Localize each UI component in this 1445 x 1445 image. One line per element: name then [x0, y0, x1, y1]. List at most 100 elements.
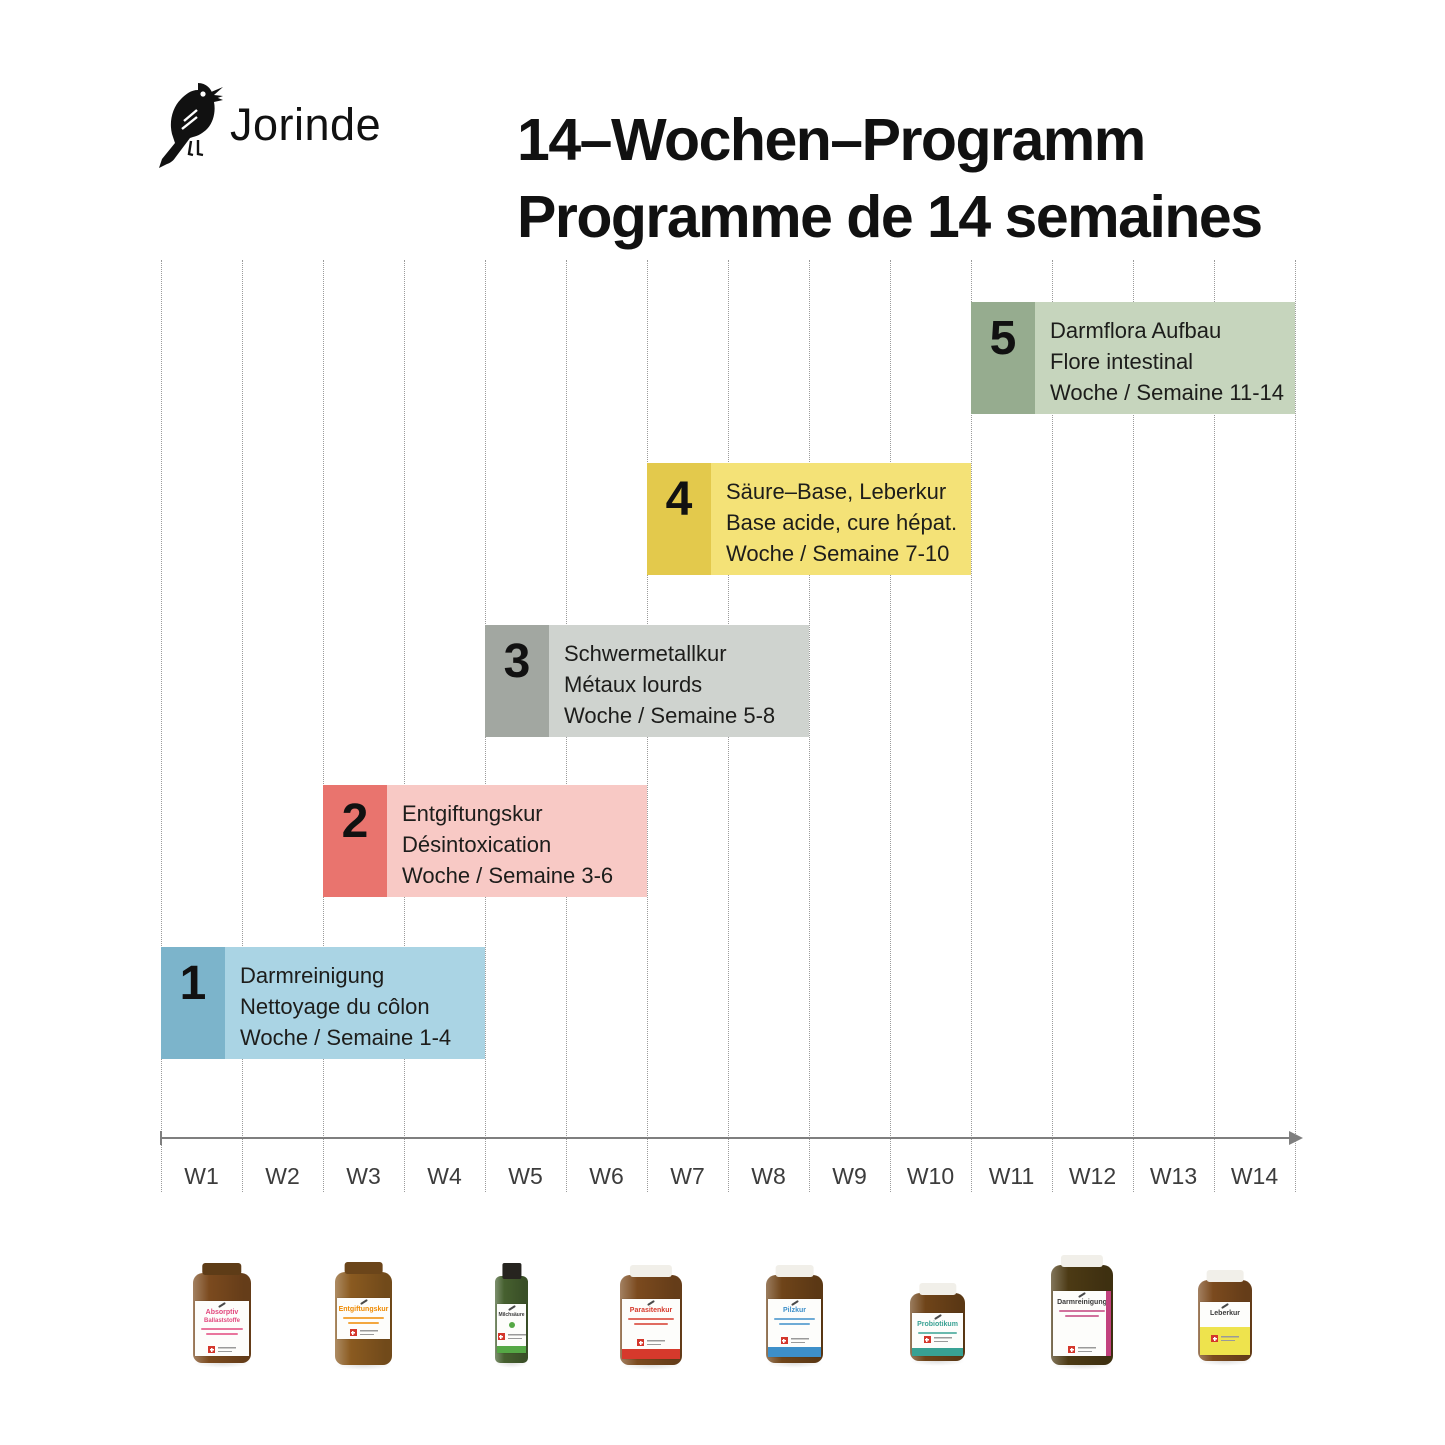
swiss-cross-icon	[208, 1346, 215, 1353]
phase-5-weeks: Woche / Semaine 11-14	[1050, 380, 1284, 405]
phase-3-weeks: Woche / Semaine 5-8	[564, 703, 776, 728]
phase-3-title-fr: Métaux lourds	[564, 672, 703, 697]
product-bottle-parasitenkur: Parasitenkur	[620, 1265, 682, 1370]
bird-logo-icon	[159, 83, 223, 168]
gridline	[809, 260, 810, 1192]
product-bottle-absorptiv: Absorptiv Ballaststoffe	[193, 1263, 251, 1368]
product-bottle-probiotikum: Probiotikum	[910, 1283, 965, 1366]
axis-arrow-icon	[1289, 1131, 1303, 1145]
swiss-cross-icon	[637, 1339, 644, 1346]
page-title-line2: Programme de 14 semaines	[517, 183, 1263, 250]
bottle-shadow	[1198, 1356, 1252, 1366]
gridline	[890, 260, 891, 1192]
timeline-axis	[161, 1137, 1293, 1139]
product-bottle-milchsaeure: Milchsäure	[495, 1263, 528, 1368]
axis-label-w7: W7	[670, 1163, 705, 1189]
bottle-jar: Entgiftungskur	[335, 1272, 392, 1365]
bottle-jar: Probiotikum	[910, 1293, 965, 1361]
bottle-label: Milchsäure	[497, 1304, 526, 1353]
bottle-cap	[202, 1263, 242, 1275]
phase-2-number: 2	[323, 785, 387, 897]
product-label-title: Entgiftungskur	[338, 1306, 389, 1313]
bottle-shadow	[193, 1358, 251, 1368]
phase-5-title-fr: Flore intestinal	[1050, 349, 1194, 374]
gridline	[971, 260, 972, 1192]
axis-label-w9: W9	[832, 1163, 867, 1189]
bottle-shadow	[910, 1356, 965, 1366]
axis-label-w10: W10	[906, 1163, 955, 1189]
green-dot-icon	[508, 1322, 515, 1328]
axis-label-w1: W1	[184, 1163, 219, 1189]
bottle-label: Probiotikum	[912, 1313, 963, 1356]
bottle-cap	[775, 1265, 814, 1277]
bottle-label: Leberkur	[1200, 1302, 1250, 1355]
gridline	[1052, 260, 1053, 1192]
axis-label-w13: W13	[1149, 1163, 1198, 1189]
product-bottle-entgiftungskur: Entgiftungskur	[335, 1262, 392, 1370]
bottle-cap	[1060, 1255, 1104, 1267]
bottle-shadow	[495, 1358, 528, 1368]
bottle-jar: Leberkur	[1198, 1280, 1252, 1361]
phase-4-weeks: Woche / Semaine 7-10	[726, 541, 950, 566]
bottle-jar: Parasitenkur	[620, 1275, 682, 1365]
product-bottle-leberkur: Leberkur	[1198, 1270, 1252, 1366]
axis-label-w14: W14	[1230, 1163, 1279, 1189]
product-label-subtitle: Ballaststoffe	[203, 1318, 240, 1324]
gridline	[1133, 260, 1134, 1192]
swiss-cross-icon	[923, 1336, 931, 1343]
gantt-chart: 1 Darmreinigung Nettoyage du côlon Woche…	[160, 260, 1303, 1192]
bottle-jar: Absorptiv Ballaststoffe	[193, 1273, 251, 1363]
axis-label-w4: W4	[427, 1163, 462, 1189]
page-title: 14–Wochen–Programm Programme de 14 semain…	[517, 102, 1263, 256]
product-bottle-pilzkur: Pilzkur	[766, 1265, 823, 1368]
axis-label-w11: W11	[988, 1163, 1035, 1189]
phase-1-weeks: Woche / Semaine 1-4	[240, 1025, 452, 1050]
bottle-label: Parasitenkur	[622, 1299, 680, 1359]
bottle-shadow	[620, 1360, 682, 1370]
gridline	[323, 260, 324, 1192]
label-color-band	[497, 1346, 526, 1353]
bottle-cap	[918, 1283, 957, 1295]
phase-block-1: 1 Darmreinigung Nettoyage du côlon Woche…	[161, 947, 485, 1059]
brand-logo: Jorinde	[158, 80, 381, 170]
product-label-title: Probiotikum	[917, 1321, 958, 1328]
phase-1-title-de: Darmreinigung	[240, 963, 385, 988]
gridline	[404, 260, 405, 1192]
bottle-cap	[501, 1263, 522, 1279]
bottle-cap	[344, 1262, 383, 1274]
phase-1-number: 1	[161, 947, 225, 1059]
bottle-label: Entgiftungskur	[337, 1298, 390, 1339]
axis-label-w3: W3	[346, 1163, 381, 1189]
swiss-cross-icon	[497, 1333, 505, 1340]
bottle-shadow	[335, 1360, 392, 1370]
bottle-jar: Milchsäure	[495, 1276, 528, 1363]
axis-label-w6: W6	[589, 1163, 624, 1189]
gridline	[242, 260, 243, 1192]
product-label-title: Parasitenkur	[629, 1307, 673, 1314]
phase-3-title-de: Schwermetallkur	[564, 641, 727, 666]
phase-block-3: 3 Schwermetallkur Métaux lourds Woche / …	[485, 625, 809, 737]
product-label-title: Milchsäure	[498, 1312, 525, 1318]
gridline	[161, 260, 162, 1192]
bottle-shadow	[1051, 1360, 1113, 1370]
bottle-shadow	[766, 1358, 823, 1368]
phase-2-title-de: Entgiftungskur	[402, 801, 543, 826]
phase-block-2: 2 Entgiftungskur Désintoxication Woche /…	[323, 785, 647, 897]
swiss-cross-icon	[1068, 1346, 1075, 1353]
phase-4-title-de: Säure–Base, Leberkur	[726, 479, 947, 504]
phase-4-title-fr: Base acide, cure hépat.	[726, 510, 958, 535]
bottle-jar: Darmreinigung	[1051, 1265, 1113, 1365]
label-color-band	[622, 1349, 680, 1359]
label-color-band	[1200, 1327, 1250, 1355]
product-label-title: Pilzkur	[783, 1307, 806, 1314]
phase-2-weeks: Woche / Semaine 3-6	[402, 863, 614, 888]
swiss-cross-icon	[1211, 1335, 1218, 1342]
phase-4-number: 4	[647, 463, 711, 575]
bottle-cap	[1206, 1270, 1244, 1282]
phase-5-number: 5	[971, 302, 1035, 414]
label-color-band	[912, 1348, 963, 1356]
page-title-line1: 14–Wochen–Programm	[517, 106, 1146, 173]
swiss-cross-icon	[349, 1329, 357, 1336]
product-label-title: Absorptiv	[205, 1309, 239, 1316]
